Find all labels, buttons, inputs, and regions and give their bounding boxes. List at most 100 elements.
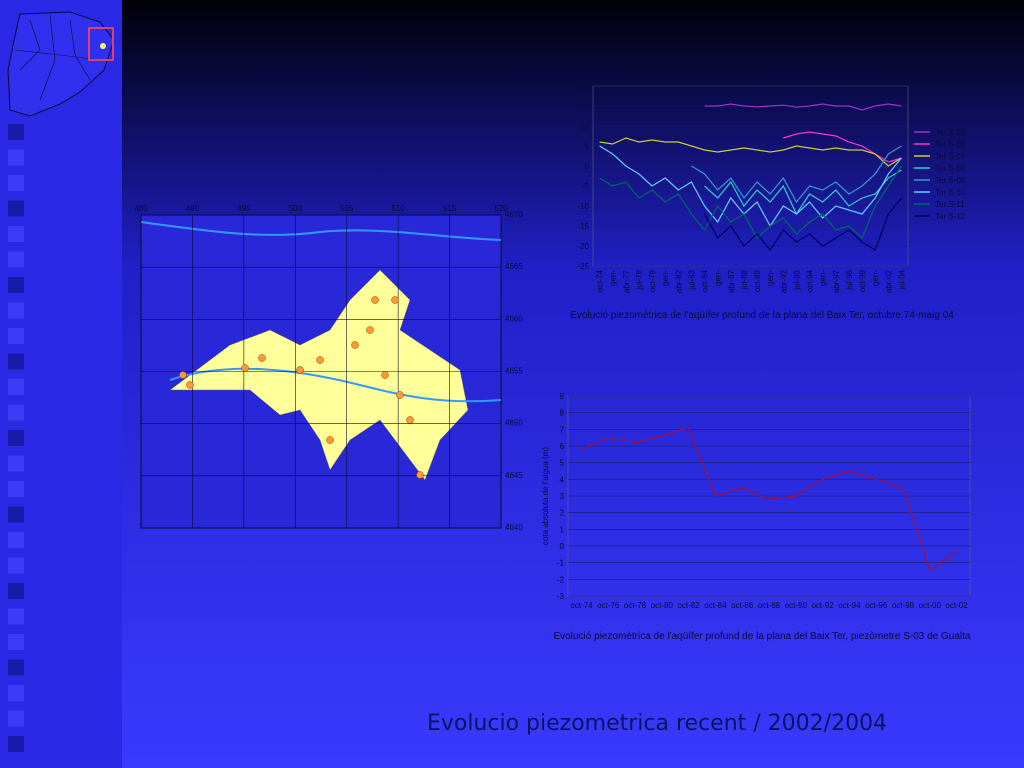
y-tick-label: -15 [577,222,589,231]
well-marker [258,354,266,362]
x-tick-label: oct-89 [753,269,762,292]
x-tick-label: oct-00 [919,601,942,610]
side-square [8,124,24,140]
chart-caption: Evolució piezomètrica de l'aqüífer profu… [554,631,971,642]
y-tick-label: 0 [560,542,565,551]
map-y-label: 4650 [505,419,523,428]
legend-label: Ter S-10 [935,188,966,197]
legend-label: Ter S-05 [935,128,966,137]
well-marker [366,326,374,334]
x-tick-label: oct-74 [596,269,605,292]
data-line [704,197,902,252]
x-tick-label: oct-79 [648,269,657,292]
map-x-label: 500 [289,204,303,213]
side-square [8,736,24,752]
x-tick-label: oct-86 [731,601,754,610]
side-square [8,277,24,293]
well-marker [316,356,324,364]
y-tick-label: 6 [560,442,565,451]
side-square [8,659,24,676]
x-tick-label: gen- [819,270,828,286]
side-square [8,506,24,523]
data-line [783,131,902,163]
y-tick-label: 5 [560,459,565,468]
y-tick-label: -2 [557,575,565,584]
side-square [8,200,24,217]
legend-label: Ter S-08 [935,164,966,173]
side-square [8,710,24,727]
x-tick-label: oct-99 [858,269,867,292]
map-y-label: 4665 [505,262,523,271]
side-square [8,149,24,166]
legend-label: Ter S-09 [935,176,966,185]
side-square [8,608,24,625]
side-square [8,430,24,446]
x-tick-label: jul-83 [687,269,696,290]
map-y-label: 4655 [505,367,523,376]
x-tick-label: gen- [871,270,880,286]
x-tick-label: oct-80 [651,601,674,610]
side-square [8,353,24,370]
well-marker [241,364,249,372]
slide-title: Evolucio piezometrica recent / 2002/2004 [427,711,887,736]
x-tick-label: oct-88 [758,601,781,610]
data-line [599,137,902,167]
x-tick-label: abr-02 [884,269,893,293]
side-square [8,685,24,701]
map-y-label: 4660 [505,314,523,323]
y-axis-label: cota absoluta de l'aigua (m) [541,447,550,545]
well-marker [371,296,379,304]
y-tick-label: -10 [577,202,589,211]
side-square [8,251,24,268]
x-tick-label: oct-94 [806,269,815,292]
y-tick-label: -5 [582,182,590,191]
map-y-label: 4640 [505,523,523,532]
data-line [581,426,957,572]
map-x-label: 490 [186,204,200,213]
side-square [8,404,24,421]
inset-marker [100,43,106,49]
x-tick-label: abr-92 [779,269,788,293]
inset-highlight [88,27,114,61]
side-square [8,481,24,497]
x-tick-label: oct-02 [945,601,968,610]
y-tick-label: 4 [560,475,565,484]
x-tick-label: gen- [714,270,723,286]
map-x-label: 495 [237,204,251,213]
legend-label: Ter S-11 [935,200,965,209]
y-tick-label: 20 [580,82,589,91]
side-square [8,583,24,599]
y-tick-label: 3 [560,492,565,501]
side-squares [8,124,24,752]
legend-label: Ter S-07 [935,152,966,161]
x-tick-label: abr-87 [727,269,736,293]
x-tick-label: oct-82 [677,601,700,610]
x-tick-label: abr-97 [832,269,841,293]
y-tick-label: 10 [580,122,589,131]
y-tick-label: 5 [585,142,590,151]
side-square [8,455,24,472]
y-tick-label: 9 [560,392,565,401]
x-tick-label: oct-76 [597,601,620,610]
x-tick-label: oct-94 [838,601,861,610]
y-tick-label: 1 [560,525,565,534]
well-marker [391,296,399,304]
aquifer-area [169,269,469,481]
x-tick-label: oct-74 [570,601,593,610]
side-square [8,557,24,574]
x-tick-label: jul-04 [897,269,906,290]
side-square [8,226,24,242]
well-marker [396,391,404,399]
chart-caption: Evolució piezomètrica de l'aqüífer profu… [570,310,954,321]
x-tick-label: jul-93 [792,269,801,290]
y-tick-label: -3 [557,592,565,601]
map-x-label: 505 [340,204,354,213]
y-tick-label: 2 [560,509,565,518]
map-x-label: 520 [494,204,508,213]
map-x-label: 510 [391,204,405,213]
map-x-label: 515 [443,204,457,213]
x-tick-label: jul-78 [635,269,644,290]
y-tick-label: -25 [577,262,589,271]
